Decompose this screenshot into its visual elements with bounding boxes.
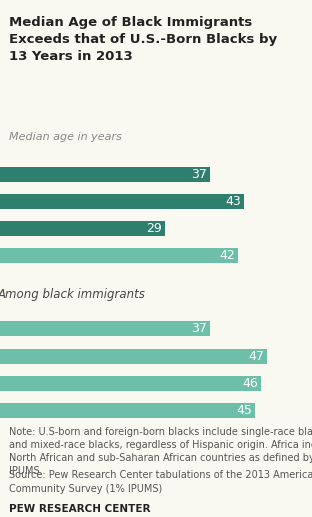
Text: 42: 42 [220, 249, 236, 262]
Text: 45: 45 [236, 404, 252, 417]
Bar [0, 248, 238, 263]
Text: 37: 37 [191, 168, 207, 180]
Text: Median Age of Black Immigrants
Exceeds that of U.S.-Born Blacks by
13 Years in 2: Median Age of Black Immigrants Exceeds t… [9, 16, 277, 63]
Text: Among black immigrants: Among black immigrants [0, 288, 145, 301]
Text: 43: 43 [225, 195, 241, 208]
Text: Note: U.S-born and foreign-born blacks include single-race blacks
and mixed-race: Note: U.S-born and foreign-born blacks i… [9, 427, 312, 476]
Bar [0, 348, 267, 363]
Text: 47: 47 [248, 349, 264, 362]
Bar [0, 194, 244, 209]
Bar [0, 221, 164, 236]
Bar [0, 322, 210, 337]
Bar [0, 403, 255, 418]
Bar [0, 166, 210, 181]
Text: Source: Pew Research Center tabulations of the 2013 American
Community Survey (1: Source: Pew Research Center tabulations … [9, 470, 312, 494]
Text: 37: 37 [191, 323, 207, 336]
Text: 29: 29 [146, 222, 162, 235]
Text: 46: 46 [242, 377, 258, 390]
Text: Median age in years: Median age in years [9, 132, 122, 142]
Text: PEW RESEARCH CENTER: PEW RESEARCH CENTER [9, 504, 151, 514]
Bar [0, 376, 261, 391]
